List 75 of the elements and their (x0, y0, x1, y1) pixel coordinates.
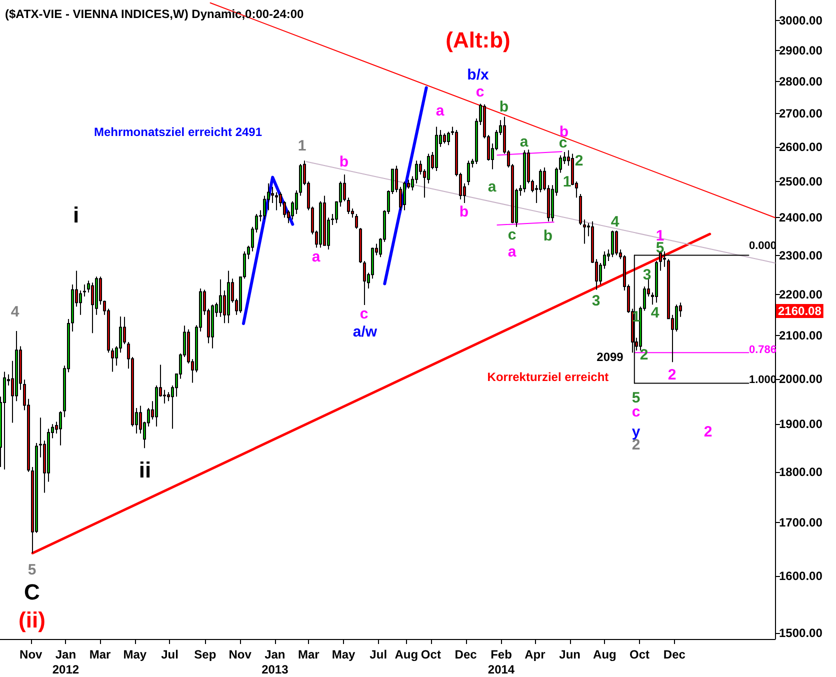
y-tick-label: 2200.00 (779, 288, 823, 302)
y-tick-label: 1800.00 (779, 464, 823, 479)
x-tick-label: Jan 2013 (262, 648, 289, 676)
annotation: 1 (562, 174, 572, 190)
annotation: 3 (642, 266, 652, 284)
y-tick-label: 1500.00 (779, 626, 823, 640)
annotation: (Alt:b) (446, 28, 510, 52)
annotation: 5 (656, 240, 664, 256)
annotation: Mehrmonatsziel erreicht 2491 (94, 125, 262, 139)
annotation: a (488, 178, 497, 196)
annotation: a/w (352, 324, 378, 340)
annotation: b (459, 204, 469, 220)
annotation: y (632, 424, 641, 440)
annotation: a (508, 244, 517, 260)
annotation: b (339, 154, 349, 170)
x-tick-label: Oct (630, 648, 650, 662)
x-tick-label: Sep (194, 648, 216, 662)
y-tick-label: 2300.00 (779, 248, 823, 262)
annotation: a (436, 102, 445, 120)
y-tick-label: 2100.00 (779, 328, 823, 343)
annotation: c (632, 404, 640, 420)
x-tick-label: Mar (89, 648, 112, 662)
x-tick-label: Dec (663, 648, 686, 662)
annotation: 1 (298, 138, 306, 154)
y-tick-label: 1900.00 (779, 417, 823, 432)
y-tick-label: 1600.00 (779, 569, 823, 584)
annotation: c (476, 84, 484, 100)
annotation: 4 (650, 304, 660, 322)
annotation: 3 (592, 292, 600, 310)
annotation: 5 (632, 390, 640, 406)
annotation: b/x (467, 66, 490, 84)
x-tick-label: May (332, 648, 356, 662)
x-tick-label: Jul (370, 648, 388, 662)
y-tick-label: 2400.00 (779, 210, 823, 225)
annotation: 4 (10, 304, 20, 320)
x-tick-label: Apr (524, 648, 546, 662)
annotation: 5 (28, 562, 36, 578)
annotation: b (499, 98, 509, 116)
annotation: Korrekturziel erreicht (487, 370, 609, 384)
x-tick-label: Dec (454, 648, 478, 662)
annotation: ii (138, 458, 152, 482)
y-tick-label: 1700.00 (779, 515, 823, 530)
y-tick-label: 2900.00 (779, 43, 823, 58)
x-tick-label: Jul (161, 648, 178, 662)
annotation: 2 (704, 424, 712, 440)
x-tick-label: Jun (559, 648, 580, 662)
annotation: b (543, 228, 553, 244)
x-tick-label: May (123, 648, 147, 662)
x-tick-label: Nov (20, 648, 43, 662)
x-tick-label: Nov (228, 648, 252, 662)
y-tick-label: 2600.00 (779, 140, 823, 154)
annotation: 2 (574, 152, 584, 170)
x-tick-label: Feb 2014 (488, 648, 515, 676)
annotation: c (360, 306, 368, 322)
x-tick-label: Jan 2012 (52, 648, 80, 676)
y-tick-label: 2500.00 (779, 174, 823, 189)
y-tick-label: 2700.00 (779, 106, 823, 121)
annotation: a (520, 134, 529, 150)
annotation: C (24, 580, 40, 604)
x-tick-label: Mar (298, 648, 320, 662)
annotation: (ii) (18, 608, 46, 632)
annotation: b (559, 124, 569, 140)
x-tick-label: Aug (394, 648, 418, 662)
annotation: 4 (610, 214, 620, 230)
annotation: 2 (668, 366, 676, 384)
y-tick-label: 2000.00 (779, 372, 823, 386)
annotation: 2099 (596, 350, 624, 364)
text: 2160.08 (778, 304, 822, 318)
annotation: a (312, 248, 321, 266)
y-tick-label: 3000.00 (779, 13, 823, 28)
x-tick-label: Aug (593, 648, 616, 662)
x-tick-label: Oct (420, 648, 441, 662)
annotation: c (508, 226, 516, 244)
annotation: i (72, 202, 80, 228)
y-tick-label: 2800.00 (779, 74, 823, 88)
